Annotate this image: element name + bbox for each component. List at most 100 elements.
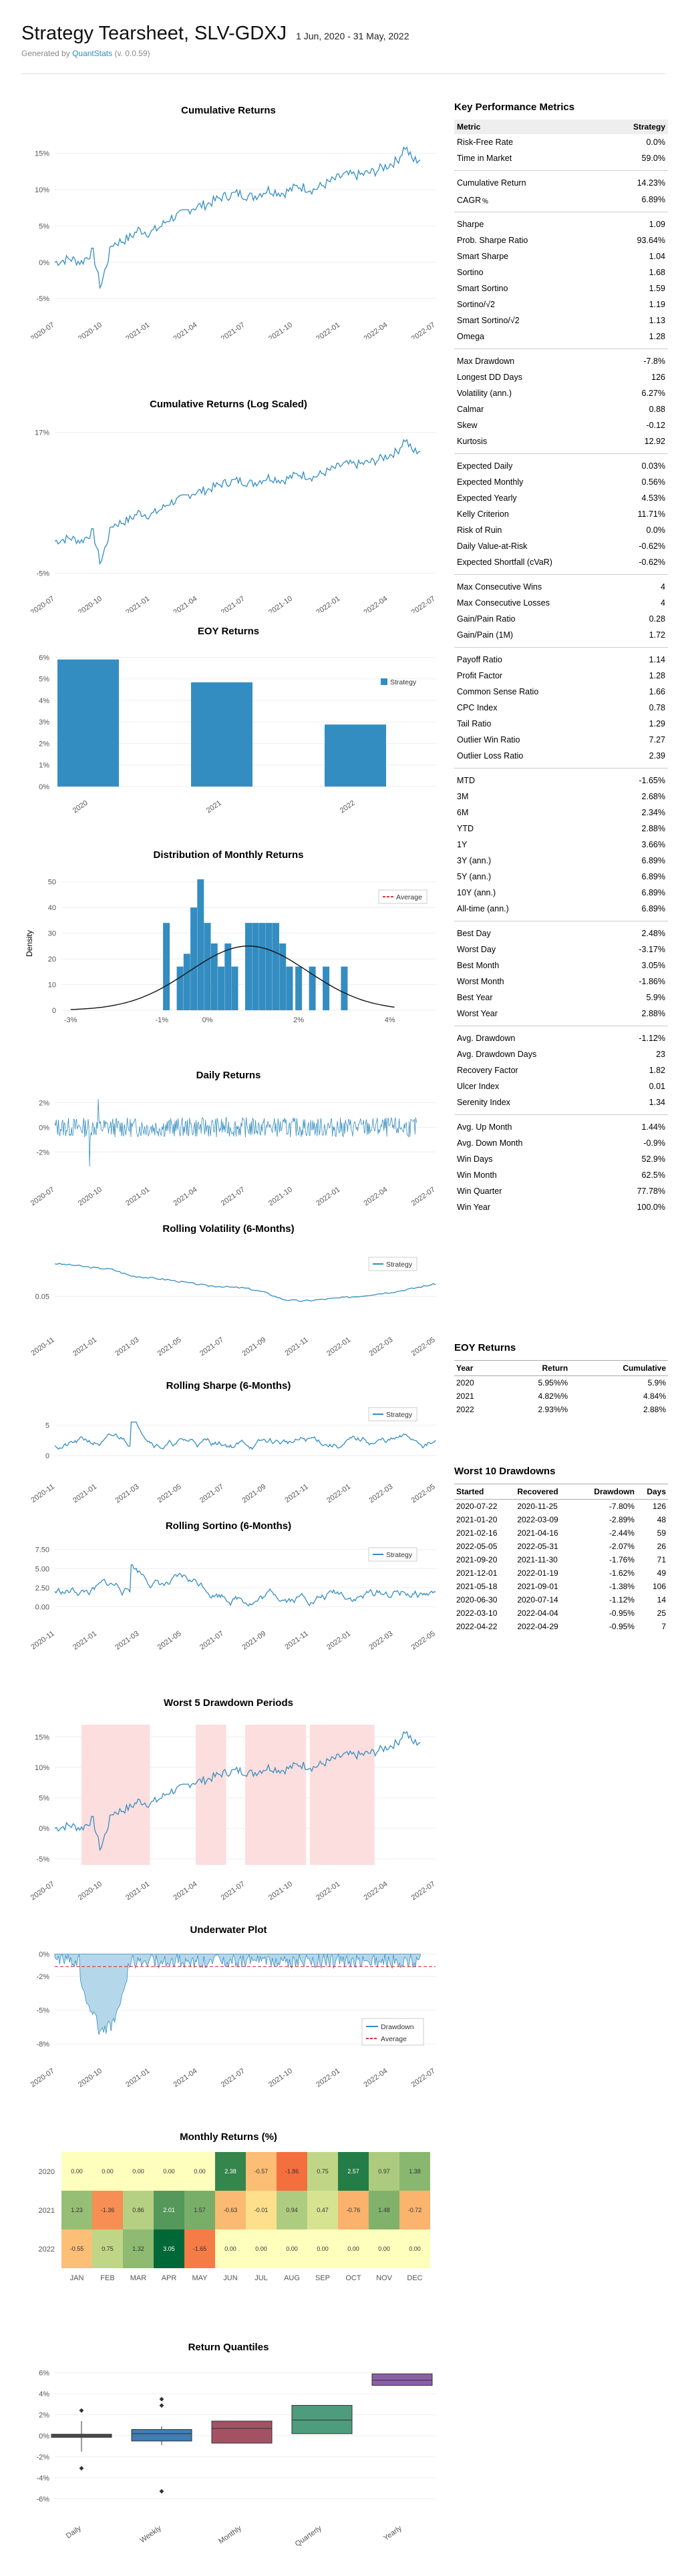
metric-row: Omega 1.28 [454,329,668,345]
legend-box [361,2018,424,2046]
histogram-bar [323,966,330,1010]
rolling-sharpe-chart: Rolling Sharpe (6-Months) 5 0 2020-11 2021-0… [15,1374,442,1508]
x-tick-label: 2021-01 [71,1630,98,1652]
cumulative-log-line [54,439,421,566]
y-tick-label: 7.50 [35,1546,49,1554]
histogram-bar [295,966,303,1010]
x-tick-label: 2020-07 [29,321,56,339]
table-cell: 2022-04-22 [456,1622,498,1631]
metric-row: Profit Factor 1.28 [454,668,668,684]
month-label: SEP [315,2274,330,2282]
table-row: 2022 2.93%% 2.88% [454,1403,668,1416]
quantstats-link[interactable]: QuantStats [72,49,113,58]
metric-value: 0.01 [649,1082,665,1091]
column-header: Cumulative [570,1360,668,1376]
metric-name: Avg. Down Month [457,1138,523,1148]
table-cell: 4.84% [643,1391,666,1401]
y-tick-label: 2% [39,740,49,748]
y-tick-label: 5 [45,1422,49,1430]
metric-name: Gain/Pain Ratio [457,614,516,624]
metric-name: Win Month [457,1170,497,1180]
metric-row: Tail Ratio 1.29 [454,716,668,732]
metric-value: -0.62% [639,542,665,551]
metric-name: Recovery Factor [457,1066,518,1075]
heatmap-value: 0.00 [317,2245,329,2252]
metric-row: Avg. Up Month 1.44% [454,1119,668,1135]
rolling-line [54,1564,436,1607]
y-tick-label: -4% [36,2475,49,2483]
metric-row: Cumulative Return 14.23% [454,175,668,191]
x-tick-label: 2020-10 [77,1186,104,1208]
table-cell: 7 [661,1622,666,1631]
metric-value: 6.89% [641,194,665,204]
x-tick-label: 2020 [71,799,90,815]
heatmap-value: 0.94 [286,2207,298,2213]
legend-box [378,889,428,904]
x-tick-label: 2022-01 [325,1483,352,1505]
metric-name: Expected Monthly [457,477,524,487]
month-label: JUN [223,2274,237,2282]
metric-value: 1.44% [641,1122,665,1132]
heatmap-value: -0.63 [224,2207,238,2213]
heatmap-value: 0.00 [132,2168,144,2175]
heatmap-cell [399,2191,430,2229]
metric-name: Best Day [457,929,491,938]
x-tick-label: 2021 [205,799,223,815]
x-tick-label: 2021-10 [267,1880,294,1902]
x-tick-label: 2022-07 [410,595,437,613]
metric-value: 1.29 [649,719,665,728]
heatmap-cell [61,2152,92,2191]
chart-title: Rolling Sortino (6-Months) [166,1520,291,1532]
heatmap-cell [184,2191,215,2229]
metric-row: Smart Sortino 1.59 [454,280,668,296]
metric-row: Longest DD Days 126 [454,369,668,385]
metric-value: -7.8% [643,357,665,366]
y-tick-label: 2% [39,2412,49,2420]
x-tick-label: 2021-04 [172,1186,199,1208]
heatmap-cell [307,2229,338,2268]
metric-name: Payoff Ratio [457,655,502,664]
group-divider [454,1110,668,1115]
page-title: Strategy Tearsheet, SLV-GDXJ [21,23,287,44]
metric-row: Avg. Down Month -0.9% [454,1135,668,1151]
metric-name: Daily Value-at-Risk [457,542,528,551]
x-tick-label: 2% [293,1016,304,1024]
y-tick-label: -2% [36,2453,49,2461]
heatmap-cell [369,2229,399,2268]
table-cell: 2020 [456,1378,474,1387]
heatmap-cell [399,2152,430,2191]
group-divider [454,1022,668,1026]
table-cell: 59 [657,1528,666,1538]
metric-row: Gain/Pain (1M) 1.72 [454,627,668,643]
chart-title: Return Quantiles [188,2342,269,2353]
x-tick-label: 2022-03 [367,1336,394,1358]
x-tick-label: 2022-04 [363,1880,389,1902]
y-tick-label: 4% [39,697,49,705]
heatmap-value: -0.76 [347,2207,361,2213]
y-axis-label: Density [25,930,34,957]
x-tick-label: 2021-11 [283,1630,309,1652]
heatmap-value: 0.00 [409,2245,421,2252]
histogram-bar [252,923,259,1010]
title-row: Strategy Tearsheet, SLV-GDXJ 1 Jun, 2020… [21,23,663,45]
x-tick-label: 2021-01 [71,1483,98,1505]
x-tick-label: 2021-07 [220,321,246,339]
y-tick-label: -2% [36,1148,49,1156]
x-tick-label: 2021-07 [198,1630,225,1652]
drawdowns-table: Started Recovered Drawdown Days 2020-07-22 2… [454,1484,668,1633]
table-row: 2021 4.82%% 4.84% [454,1389,668,1403]
x-tick-label: 2021-10 [267,1186,294,1208]
metric-row: Risk-Free Rate 0.0% [454,134,668,150]
metric-row: Worst Year 2.88% [454,1006,668,1022]
metric-name: CPC Index [457,703,498,712]
y-tick-label: 0.05 [35,1293,49,1301]
heatmap-value: -0.57 [254,2168,269,2175]
x-tick-label: 2021-04 [172,595,199,613]
heatmap-cell [61,2229,92,2268]
heatmap-value: 0.00 [378,2245,390,2252]
table-cell: 2.93%% [538,1405,568,1414]
metric-value: 3.05% [641,961,665,970]
x-tick-label: 2022-07 [410,1186,437,1208]
x-tick-label: 2020-11 [29,1483,55,1505]
metric-name: Win Year [457,1203,491,1212]
